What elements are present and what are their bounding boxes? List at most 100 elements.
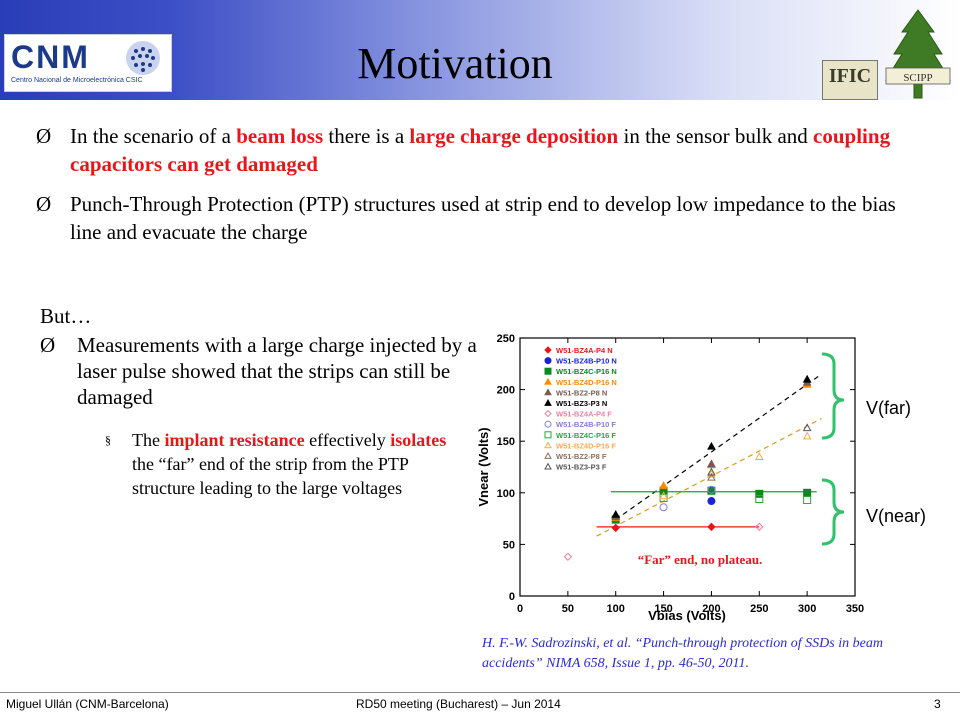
reference-citation: H. F.-W. Sadrozinski, et al. “Punch-thro…: [482, 636, 883, 671]
ific-logo: IFIC: [822, 60, 878, 100]
legend-entry: W51-BZ4C-P16 F: [556, 431, 616, 440]
legend-marker: [544, 451, 552, 459]
data-point: [803, 488, 812, 497]
data-point: [707, 497, 716, 506]
data-point: [611, 509, 621, 518]
x-tick-label: 100: [607, 603, 625, 615]
far-end-annotation: “Far” end, no plateau.: [638, 552, 763, 567]
y-tick-label: 200: [497, 385, 515, 397]
cnm-logo-subtitle: Centro Nacional de Microelectrónica CSIC: [11, 77, 143, 84]
x-tick-label: 150: [654, 603, 672, 615]
subsub-bullet-text: The implant resistance effectively isola…: [132, 428, 462, 500]
y-tick-label: 150: [497, 436, 515, 448]
but-label: But…: [40, 304, 92, 328]
scipp-tree-logo: SCIPP: [885, 9, 951, 99]
sub-bullet-marker: Ø: [40, 333, 56, 357]
scipp-logo-text: SCIPP: [903, 72, 932, 84]
bullet-1-segment-highlight: beam loss: [236, 124, 324, 148]
legend-entry: W51-BZ4D-P16 N: [556, 378, 617, 387]
subsub-segment: The: [132, 430, 165, 450]
bullet-1-marker: Ø: [36, 124, 52, 148]
y-tick-label: 250: [497, 333, 515, 345]
x-tick-label: 50: [562, 603, 574, 615]
cnm-logo-dots-icon: [126, 41, 160, 75]
bullet-1-segment-highlight: coupling capacitors can get damaged: [70, 124, 891, 176]
legend-entry: W51-BZ4A-P4 N: [556, 346, 613, 355]
y-tick-label: 0: [509, 591, 515, 603]
y-axis-label: Vnear (Volts): [476, 427, 491, 506]
footer-page-number: 3: [934, 697, 941, 711]
subsub-segment: the “far” end of the strip from the PTP …: [132, 454, 409, 498]
x-tick-label: 300: [798, 603, 816, 615]
fit-line: [615, 373, 822, 521]
data-point: [707, 485, 716, 494]
data-point: [754, 452, 764, 460]
data-point: [707, 459, 716, 468]
slide-title: Motivation: [357, 39, 553, 88]
legend-marker: [544, 462, 552, 470]
legend-marker: [544, 420, 552, 428]
legend-marker: [544, 367, 552, 375]
subsub-bullet: § The implant resistance effectively iso…: [105, 428, 455, 572]
legend-marker: [544, 388, 552, 396]
bullet-1-segment: there is a: [323, 124, 410, 148]
bullet-2-marker: Ø: [36, 192, 52, 216]
near-bracket: [821, 478, 845, 546]
data-point: [707, 467, 716, 476]
legend-marker: [544, 398, 552, 406]
subsub-segment-highlight: implant resistance: [164, 430, 305, 450]
subsub-bullet-marker: §: [105, 433, 111, 447]
data-point: [707, 522, 716, 532]
bullet-1: Ø In the scenario of a beam loss there i…: [36, 122, 916, 180]
data-point: [803, 496, 812, 505]
vnear-vs-vbias-chart: 0 50 100 150 200 250 300 350 0 50 100 150 200 250 W51…: [476, 333, 926, 623]
legend-entry: W51-BZ2-P8 N: [556, 388, 607, 397]
x-tick-label: 250: [750, 603, 768, 615]
legend-entry: W51-BZ2-P8 F: [556, 452, 607, 461]
far-bracket-label: V(far): [866, 398, 911, 418]
legend-entry: W51-BZ4B-P10 N: [556, 357, 617, 366]
legend-marker: [544, 377, 552, 385]
data-point: [659, 503, 668, 512]
data-point: [659, 491, 668, 500]
footer-author: Miguel Ullán (CNM-Barcelona): [6, 697, 169, 711]
cnm-logo: CNM Centro Nacional de Microelectrónica …: [4, 34, 172, 92]
sub-bullet-text: Measurements with a large charge injecte…: [77, 333, 477, 409]
x-tick-label: 200: [702, 603, 720, 615]
legend-entry: W51-BZ4B-P10 F: [556, 420, 616, 429]
far-bracket: [821, 352, 845, 440]
data-point: [755, 522, 764, 532]
bullet-1-text: In the scenario of a beam loss there is …: [70, 122, 916, 178]
legend-marker: [544, 409, 552, 418]
legend-entry: W51-BZ3-P3 N: [556, 399, 607, 408]
data-point: [707, 472, 716, 481]
subsub-segment-highlight: isolates: [390, 430, 447, 450]
near-bracket-label: V(near): [866, 506, 926, 526]
bullet-2-text: Punch-Through Protection (PTP) structure…: [70, 190, 916, 246]
legend-entry: W51-BZ3-P3 F: [556, 463, 607, 472]
data-point: [755, 494, 764, 503]
data-point: [707, 441, 716, 450]
cnm-logo-text: CNM: [11, 39, 90, 75]
legend-entry: W51-BZ4C-P16 N: [556, 367, 617, 376]
legend-marker: [544, 357, 552, 365]
bullet-2-segment: Punch-Through Protection (PTP) structure…: [70, 192, 896, 244]
legend-marker: [544, 346, 552, 354]
legend-marker: [544, 441, 552, 449]
data-point: [802, 431, 812, 440]
data-point: [659, 481, 668, 489]
data-point: [802, 423, 812, 432]
legend-entry: W51-BZ4A-P4 F: [556, 410, 612, 419]
legend-marker: [544, 431, 552, 439]
bullet-1-segment: In the scenario of a: [70, 124, 237, 148]
x-tick-label: 350: [846, 603, 864, 615]
data-point: [611, 523, 620, 533]
y-tick-label: 50: [503, 539, 515, 551]
legend-entry: W51-BZ4D-P16 F: [556, 441, 616, 450]
bullet-1-segment: in the sensor bulk and: [618, 124, 814, 148]
bullet-1-segment-highlight: large charge deposition: [409, 124, 619, 148]
y-tick-label: 100: [497, 488, 515, 500]
sub-bullet: Ø Measurements with a large charge injec…: [40, 332, 477, 416]
bullet-2: Ø Punch-Through Protection (PTP) structu…: [36, 190, 916, 248]
x-axis-label: Vbias (Volts): [648, 608, 726, 623]
